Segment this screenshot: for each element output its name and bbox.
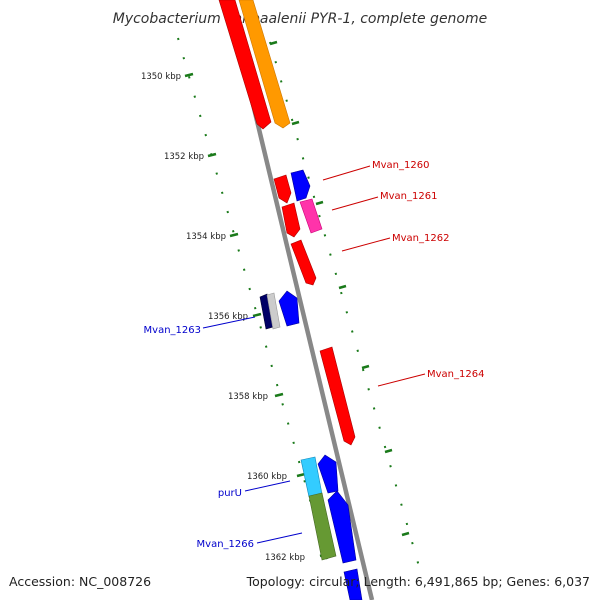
gene-red-1261a[interactable] [281,202,301,238]
tick-label-1354: 1354 kbp [186,232,226,242]
genome-summary: Topology: circular; Length: 6,491,865 bp… [246,574,590,589]
gene-blue-1263b[interactable] [278,290,300,327]
tick-mark [296,472,306,478]
tick-label-1352: 1352 kbp [164,152,204,162]
gene-label-mvan-1260[interactable]: Mvan_1260 [372,160,429,171]
reverse-strand-genes [218,0,337,561]
gene-label-mvan-1262[interactable]: Mvan_1262 [392,233,449,244]
gene-gray-1263[interactable] [266,292,281,330]
gene-olive-1266[interactable] [308,492,337,561]
tick-label-1358: 1358 kbp [228,392,268,402]
gene-mvan-1260[interactable] [290,169,311,202]
gene-label-mvan-1261[interactable]: Mvan_1261 [380,191,437,202]
inner-dotted-ring [177,37,331,571]
tick-mark [207,152,217,158]
gene-label-mvan-1266[interactable]: Mvan_1266 [197,539,254,550]
gene-mvan-1264[interactable] [319,346,356,446]
tick-mark [252,312,262,318]
gene-red-1260a[interactable] [273,174,292,204]
gene-label-purU[interactable]: purU [218,488,242,499]
tick-mark [274,392,284,398]
gene-red-top[interactable] [218,0,272,130]
tick-label-1356: 1356 kbp [208,312,248,322]
kbp-ticks [184,72,329,558]
tick-label-1360: 1360 kbp [247,472,287,482]
outer-ring-ticks [269,40,410,537]
gene-orange[interactable] [238,0,291,129]
tick-label-1350: 1350 kbp [141,72,181,82]
tick-label-1362: 1362 kbp [265,553,305,563]
map-title: Mycobacterium vanbaalenii PYR-1, complet… [113,11,488,27]
gene-blue-1266-b[interactable] [327,490,357,564]
gene-label-mvan-1263[interactable]: Mvan_1263 [144,325,201,336]
forward-strand-genes [238,0,363,600]
tick-mark [229,232,239,238]
gene-mvan-1262[interactable] [290,239,317,286]
accession-text: Accession: NC_008726 [9,574,151,589]
label-leaders [202,165,426,544]
gene-blue-bottom[interactable] [343,568,363,600]
gene-label-mvan-1264[interactable]: Mvan_1264 [427,369,484,380]
gene-blue-purU-b[interactable] [317,454,339,494]
gene-mvan-1261[interactable] [299,198,323,234]
tick-mark [184,72,194,78]
